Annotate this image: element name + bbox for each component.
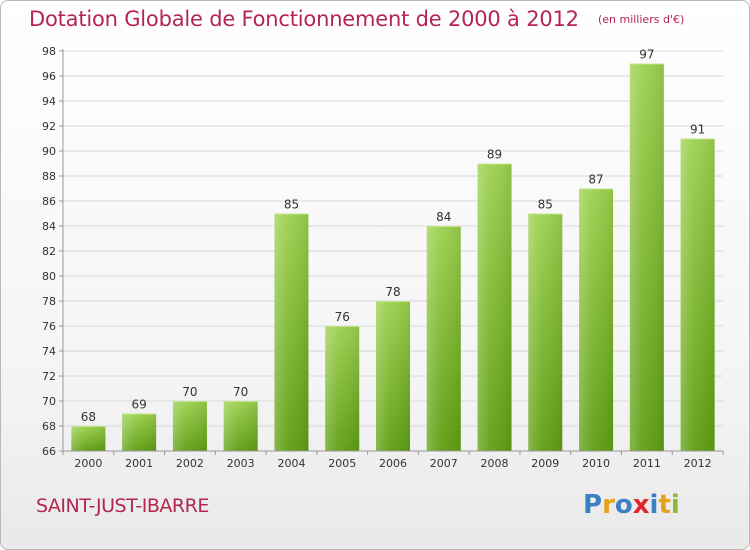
- data-label: 84: [436, 210, 451, 224]
- data-label: 70: [182, 385, 197, 399]
- logo-letter: o: [614, 490, 633, 520]
- x-tick-label: 2006: [379, 457, 407, 470]
- logo-letter: r: [602, 490, 615, 520]
- x-tick-label: 2009: [531, 457, 559, 470]
- y-tick-label: 86: [42, 195, 56, 208]
- y-tick-label: 94: [42, 95, 56, 108]
- y-tick-label: 72: [42, 370, 56, 383]
- y-tick-label: 84: [42, 220, 56, 233]
- bar-highlight: [172, 401, 207, 451]
- x-tick-label: 2003: [227, 457, 255, 470]
- y-tick-label: 70: [42, 395, 56, 408]
- data-label: 85: [284, 198, 299, 212]
- x-tick-label: 2010: [582, 457, 610, 470]
- x-tick-label: 2000: [74, 457, 102, 470]
- town-name: SAINT-JUST-IBARRE: [36, 495, 209, 517]
- data-label: 91: [690, 123, 705, 137]
- logo-letter: P: [583, 490, 603, 520]
- y-tick-label: 66: [42, 445, 56, 458]
- bar-highlight: [629, 63, 664, 451]
- y-tick-label: 96: [42, 70, 56, 83]
- y-tick-label: 82: [42, 245, 56, 258]
- data-label: 76: [335, 310, 350, 324]
- y-tick-label: 74: [42, 345, 56, 358]
- y-tick-label: 80: [42, 270, 56, 283]
- bar-highlight: [325, 326, 360, 451]
- x-tick-label: 2012: [684, 457, 712, 470]
- bars: [71, 63, 715, 451]
- data-label: 97: [639, 48, 654, 62]
- data-label: 78: [385, 285, 400, 299]
- chart-title-row: Dotation Globale de Fonctionnement de 20…: [29, 7, 684, 31]
- data-label: 87: [588, 173, 603, 187]
- x-tick-label: 2008: [481, 457, 509, 470]
- x-tick-label: 2004: [277, 457, 305, 470]
- x-tick-label: 2005: [328, 457, 356, 470]
- bar-highlight: [680, 138, 715, 451]
- x-tick-label: 2001: [125, 457, 153, 470]
- y-tick-label: 88: [42, 170, 56, 183]
- bar-highlight: [579, 188, 614, 451]
- bar-highlight: [223, 401, 258, 451]
- chart-title: Dotation Globale de Fonctionnement de 20…: [29, 7, 579, 31]
- y-tick-label: 68: [42, 420, 56, 433]
- data-label: 70: [233, 385, 248, 399]
- x-tick-label: 2007: [430, 457, 458, 470]
- bar-highlight: [71, 426, 106, 451]
- axes: [59, 49, 724, 455]
- data-label: 89: [487, 148, 502, 162]
- data-label: 68: [81, 410, 96, 424]
- bar-highlight: [426, 226, 461, 451]
- data-label: 69: [132, 398, 147, 412]
- bar-highlight: [376, 301, 410, 451]
- data-label: 85: [538, 198, 553, 212]
- chart-subtitle: (en milliers d'€): [597, 13, 685, 26]
- y-tick-label: 76: [42, 320, 56, 333]
- bar-highlight: [122, 413, 157, 451]
- logo-letter: t: [658, 490, 671, 520]
- y-tick-label: 90: [42, 145, 56, 158]
- bar-highlight: [528, 213, 563, 451]
- y-tick-label: 78: [42, 295, 56, 308]
- y-tick-label: 98: [42, 45, 56, 58]
- logo-letter: i: [670, 490, 680, 520]
- x-tick-label: 2011: [633, 457, 661, 470]
- bar-highlight: [274, 213, 309, 451]
- labels: 66 68 70 72 74 76 78 80 82 84 86 88 90 92 94 96 98 68 2000…: [42, 45, 712, 470]
- y-tick-label: 92: [42, 120, 56, 133]
- logo-letter: x: [632, 490, 650, 520]
- logo-letter: i: [649, 490, 659, 520]
- proxiti-logo[interactable]: Proxiti: [583, 490, 680, 520]
- x-tick-label: 2002: [176, 457, 204, 470]
- bar-highlight: [477, 163, 512, 451]
